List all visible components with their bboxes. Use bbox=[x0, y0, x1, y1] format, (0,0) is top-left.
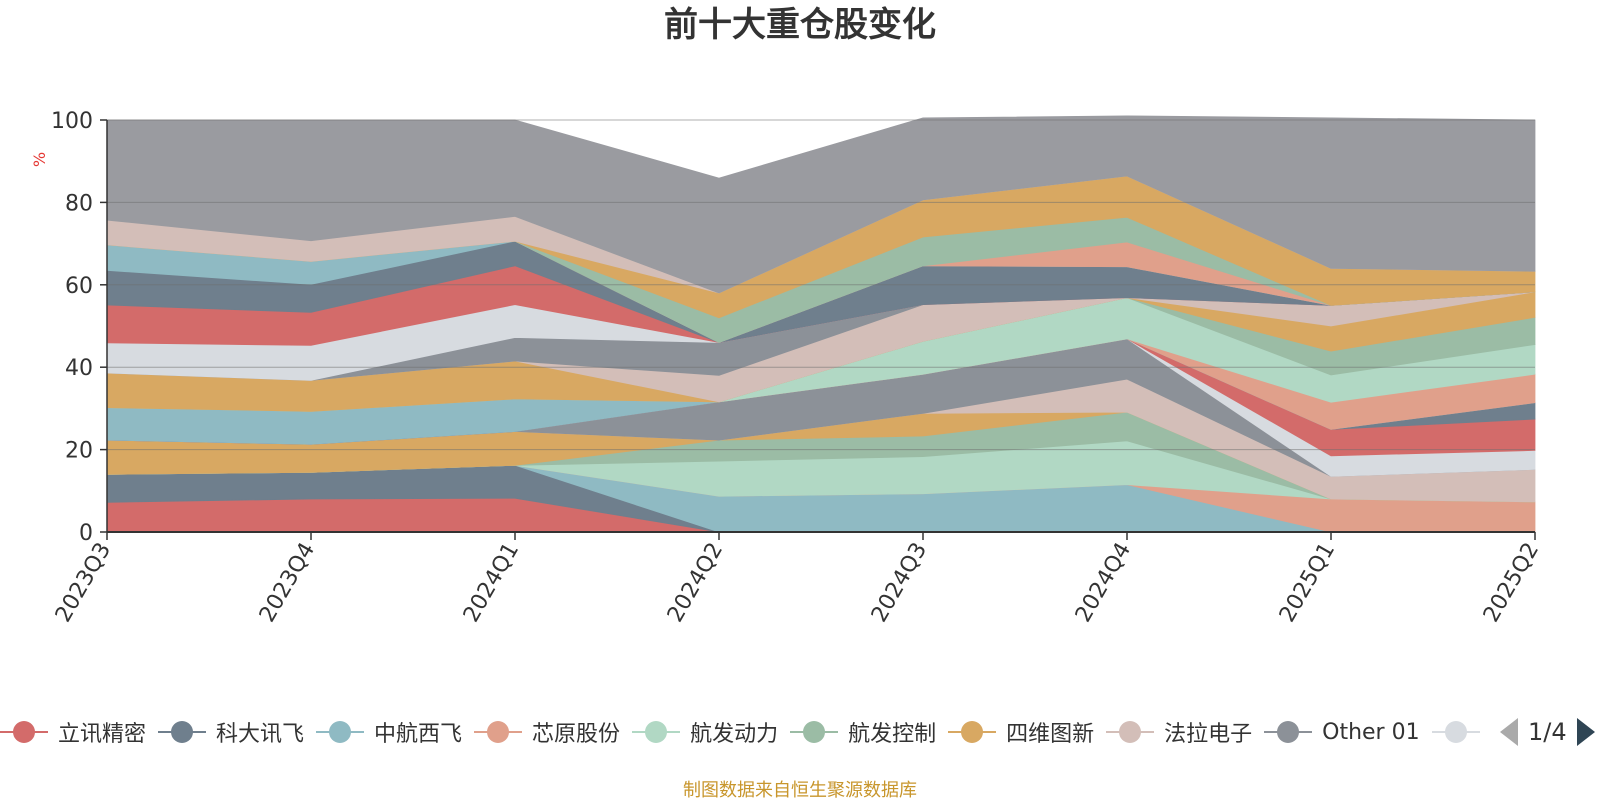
legend-label: Other 01 bbox=[1322, 719, 1420, 745]
legend-item[interactable]: Other 01 bbox=[1264, 712, 1420, 752]
legend-item[interactable]: 四维图新 bbox=[948, 712, 1094, 752]
legend-marker-icon bbox=[790, 720, 839, 744]
source-note: 制图数据来自恒生聚源数据库 bbox=[683, 780, 917, 801]
y-tick-label: 60 bbox=[65, 274, 93, 299]
x-tick-label: 2024Q1 bbox=[459, 539, 524, 627]
y-tick-label: 20 bbox=[65, 439, 93, 464]
legend-marker-icon bbox=[1431, 720, 1480, 744]
chart-title: 前十大重仓股变化 bbox=[664, 5, 936, 45]
y-tick-label: 80 bbox=[65, 191, 93, 216]
legend-items: 立讯精密 科大讯飞 中航西飞 芯原股份 航发动力 航发控制 四维图新 法拉电子 Other 01… bbox=[0, 712, 1485, 752]
legend-label: 航发动力 bbox=[690, 722, 779, 747]
legend-label: 航发控制 bbox=[848, 722, 937, 747]
legend-label: 中航西飞 bbox=[374, 722, 463, 747]
grid-layer bbox=[107, 119, 1535, 451]
triangle-left-icon[interactable] bbox=[1500, 718, 1518, 746]
series-layer bbox=[106, 115, 1536, 533]
legend-item[interactable]: 航发动力 bbox=[632, 712, 778, 752]
x-tick-label: 2023Q3 bbox=[51, 539, 116, 627]
legend-marker-icon bbox=[316, 720, 365, 744]
x-tick-label: 2025Q2 bbox=[1479, 539, 1544, 627]
x-tick-label: 2023Q4 bbox=[255, 539, 320, 627]
legend-marker-icon bbox=[474, 720, 523, 744]
legend-item[interactable]: Other 02 bbox=[1431, 712, 1485, 752]
legend-item[interactable]: 芯原股份 bbox=[474, 712, 620, 752]
series-area-28[interactable] bbox=[106, 115, 1536, 294]
legend-marker-icon bbox=[1264, 720, 1313, 744]
y-tick-label: 100 bbox=[51, 109, 93, 134]
legend-label: 四维图新 bbox=[1006, 722, 1095, 747]
x-tick-label: 2024Q4 bbox=[1071, 539, 1136, 627]
legend-item[interactable]: 立讯精密 bbox=[0, 712, 146, 752]
legend-marker-icon bbox=[1106, 720, 1155, 744]
y-tick-label: 40 bbox=[65, 356, 93, 381]
legend-item[interactable]: 中航西飞 bbox=[316, 712, 462, 752]
x-tick-label: 2025Q1 bbox=[1275, 539, 1340, 627]
legend-marker-icon bbox=[948, 720, 997, 744]
x-tick-label: 2024Q3 bbox=[867, 539, 932, 627]
triangle-right-icon[interactable] bbox=[1576, 718, 1595, 746]
legend-label: 法拉电子 bbox=[1164, 722, 1253, 747]
legend-item[interactable]: 法拉电子 bbox=[1106, 712, 1252, 752]
x-tick-label: 2024Q2 bbox=[663, 539, 728, 627]
legend-marker-icon bbox=[0, 720, 48, 744]
legend-item[interactable]: 科大讯飞 bbox=[158, 712, 304, 752]
legend-label: 科大讯飞 bbox=[216, 722, 305, 747]
legend-label: 立讯精密 bbox=[58, 722, 147, 747]
legend-marker-icon bbox=[632, 720, 681, 744]
legend-label: 芯原股份 bbox=[532, 722, 621, 747]
legend-item[interactable]: 航发控制 bbox=[790, 712, 936, 752]
legend-pager: 1/4 bbox=[1500, 712, 1595, 752]
legend: 立讯精密 科大讯飞 中航西飞 芯原股份 航发动力 航发控制 四维图新 法拉电子 Other 01… bbox=[0, 712, 1600, 752]
legend-marker-icon bbox=[158, 720, 207, 744]
y-tick-label: 0 bbox=[79, 521, 93, 546]
legend-page-indicator: 1/4 bbox=[1528, 718, 1567, 746]
